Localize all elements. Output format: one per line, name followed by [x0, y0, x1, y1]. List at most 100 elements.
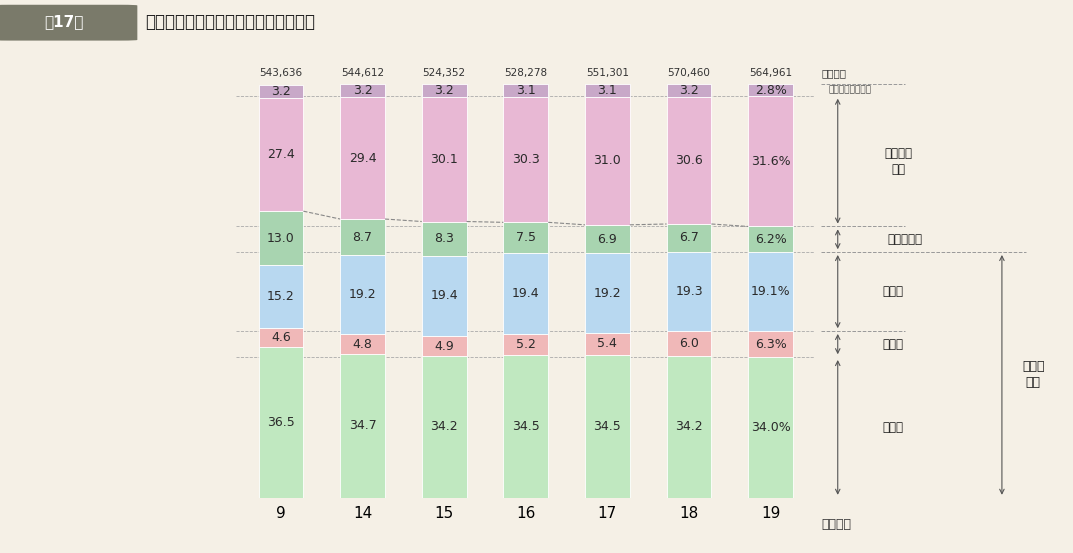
Bar: [340, 255, 385, 335]
Text: 34.5: 34.5: [512, 420, 540, 433]
Bar: [503, 222, 548, 253]
Bar: [422, 97, 467, 222]
Text: 3.1: 3.1: [598, 84, 617, 97]
Text: 3.2: 3.2: [271, 85, 291, 98]
Bar: [585, 253, 630, 333]
Bar: [259, 265, 304, 328]
Text: 34.0%: 34.0%: [751, 421, 791, 434]
Text: 31.6%: 31.6%: [751, 155, 791, 168]
Bar: [259, 211, 304, 265]
Text: 34.5: 34.5: [593, 420, 621, 433]
Text: 3.2: 3.2: [679, 85, 699, 97]
Bar: [422, 356, 467, 498]
Bar: [259, 347, 304, 498]
Text: 一般財源充当額の性質別構成比の推移: 一般財源充当額の性質別構成比の推移: [145, 13, 314, 31]
Bar: [259, 85, 304, 98]
Text: 19.2: 19.2: [349, 288, 377, 301]
Text: 34.2: 34.2: [430, 420, 458, 434]
Bar: [259, 328, 304, 347]
Bar: [748, 227, 793, 252]
Bar: [503, 84, 548, 97]
Text: 13.0: 13.0: [267, 232, 295, 244]
Text: 27.4: 27.4: [267, 148, 295, 161]
Bar: [666, 356, 711, 498]
Text: 8.3: 8.3: [435, 232, 454, 245]
Bar: [748, 357, 793, 498]
Bar: [340, 97, 385, 219]
Bar: [585, 355, 630, 498]
Text: 524,352: 524,352: [423, 68, 466, 78]
Text: 19.2: 19.2: [593, 286, 621, 300]
Text: 3.1: 3.1: [516, 84, 535, 97]
Text: 19.3: 19.3: [675, 285, 703, 298]
Text: その他の
経費: その他の 経費: [884, 147, 912, 176]
Bar: [666, 224, 711, 252]
Text: 5.2: 5.2: [516, 338, 535, 351]
Text: 551,301: 551,301: [586, 68, 629, 78]
Text: 6.9: 6.9: [598, 233, 617, 246]
Text: 564,961: 564,961: [749, 68, 792, 78]
Text: 543,636: 543,636: [260, 68, 303, 78]
Bar: [666, 331, 711, 356]
Text: 8.7: 8.7: [353, 231, 372, 243]
Text: 公債費: 公債費: [883, 285, 903, 298]
Bar: [422, 256, 467, 336]
Text: 6.3%: 6.3%: [754, 337, 787, 351]
Bar: [748, 96, 793, 227]
Bar: [748, 84, 793, 96]
Bar: [340, 84, 385, 97]
Text: 19.4: 19.4: [512, 287, 540, 300]
Bar: [585, 84, 630, 97]
Bar: [585, 225, 630, 253]
Bar: [340, 335, 385, 354]
Text: 30.1: 30.1: [430, 153, 458, 166]
Text: 4.8: 4.8: [353, 338, 372, 351]
Bar: [503, 333, 548, 355]
Bar: [422, 84, 467, 97]
Text: 5.4: 5.4: [598, 337, 617, 351]
Bar: [503, 253, 548, 333]
Text: 3.2: 3.2: [435, 84, 454, 97]
Text: 投資的経費: 投資的経費: [887, 233, 923, 246]
Text: 2.8%: 2.8%: [754, 84, 787, 97]
Bar: [585, 97, 630, 225]
Bar: [422, 336, 467, 356]
Text: 570,460: 570,460: [667, 68, 710, 78]
Bar: [340, 219, 385, 255]
Bar: [666, 84, 711, 97]
Bar: [666, 252, 711, 331]
Text: （億円）: （億円）: [821, 68, 847, 78]
Bar: [340, 354, 385, 498]
Bar: [259, 98, 304, 211]
Text: 4.9: 4.9: [435, 340, 454, 353]
Bar: [585, 333, 630, 355]
Text: 19.1%: 19.1%: [751, 285, 791, 298]
Text: 34.2: 34.2: [675, 420, 703, 434]
Text: （年度）: （年度）: [821, 518, 851, 531]
Bar: [503, 97, 548, 222]
FancyBboxPatch shape: [0, 5, 137, 40]
Text: 前年度への繰越組: 前年度への繰越組: [828, 86, 871, 95]
Text: 30.3: 30.3: [512, 153, 540, 166]
Text: 528,278: 528,278: [504, 68, 547, 78]
Text: 6.7: 6.7: [679, 231, 699, 244]
Bar: [748, 331, 793, 357]
Text: 7.5: 7.5: [516, 231, 535, 244]
Text: 29.4: 29.4: [349, 152, 377, 165]
Text: 30.6: 30.6: [675, 154, 703, 167]
Bar: [422, 222, 467, 256]
Bar: [503, 355, 548, 498]
Text: 15.2: 15.2: [267, 290, 295, 303]
Text: 人件費: 人件費: [883, 421, 903, 434]
Text: 扶助費: 扶助費: [883, 337, 903, 351]
Text: 31.0: 31.0: [593, 154, 621, 167]
Bar: [748, 252, 793, 331]
Text: 第17図: 第17図: [45, 14, 84, 29]
Bar: [666, 97, 711, 224]
Text: 4.6: 4.6: [271, 331, 291, 344]
Text: 36.5: 36.5: [267, 416, 295, 429]
Text: 3.2: 3.2: [353, 85, 372, 97]
Text: 義務的
経費: 義務的 経費: [1023, 361, 1044, 389]
Text: 6.0: 6.0: [679, 337, 699, 351]
Text: 34.7: 34.7: [349, 420, 377, 432]
